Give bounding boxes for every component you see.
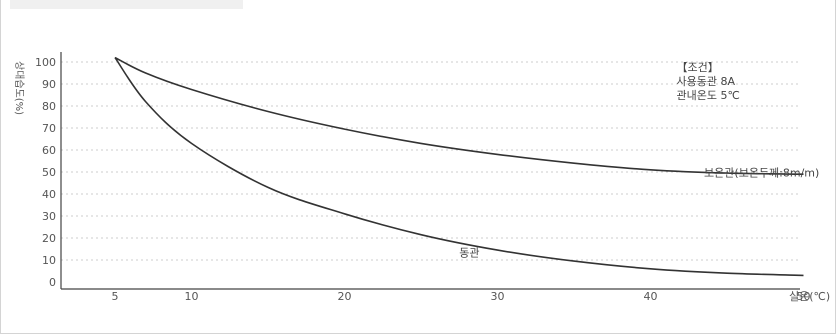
series-line-0: [114, 56, 804, 175]
x-axis-label: 실온(℃): [789, 290, 830, 303]
annotation-line-1: 사용동관 8A: [677, 75, 736, 88]
annotation-line-0: 【조건】: [677, 61, 719, 74]
x-tick-label: 5: [112, 290, 119, 303]
y-axis-label: 상대습도(%): [13, 61, 25, 115]
y-tick-label: 30: [42, 210, 56, 223]
y-tick-label: 10: [42, 254, 56, 267]
y-tick-label: 40: [42, 188, 56, 201]
x-tick-label: 20: [338, 290, 352, 303]
x-tick-label: 10: [185, 290, 199, 303]
y-tick-label: 70: [42, 122, 56, 135]
y-tick-label: 60: [42, 144, 56, 157]
x-tick-label: 50: [797, 290, 811, 303]
y-tick-label: 20: [42, 232, 56, 245]
x-tick-label: 30: [491, 290, 505, 303]
y-tick-label: 100: [35, 56, 56, 69]
series-line-1: [114, 57, 804, 277]
y-tick-label: 90: [42, 78, 56, 91]
annotation-line-2: 관내온도 5℃: [677, 89, 740, 102]
series-label-1: 동관: [459, 247, 479, 260]
y-tick-label: 0: [49, 276, 56, 289]
header-tab: [10, 0, 243, 9]
series-label-0: 보온관(보온두께:8m/m): [704, 166, 819, 179]
x-tick-label: 40: [644, 290, 658, 303]
y-tick-label: 80: [42, 100, 56, 113]
y-tick-label: 50: [42, 166, 56, 179]
